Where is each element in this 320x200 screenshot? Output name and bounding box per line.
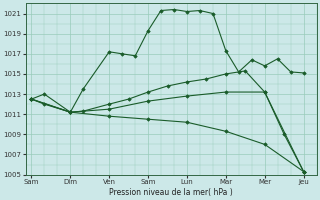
X-axis label: Pression niveau de la mer( hPa ): Pression niveau de la mer( hPa ): [109, 188, 233, 197]
